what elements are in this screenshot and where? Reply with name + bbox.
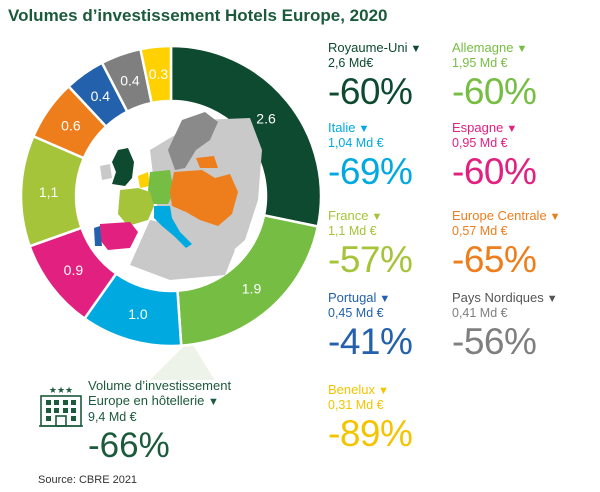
- map-portugal: [94, 226, 102, 246]
- slice-label-allemagne: 1.9: [242, 280, 262, 296]
- country-value: 0,31 Md €: [328, 398, 384, 412]
- map-land-south: [130, 220, 235, 280]
- map-espagne: [100, 222, 138, 250]
- country-name-text: France: [328, 208, 369, 223]
- country-name-text: Italie: [328, 120, 356, 135]
- map-allemagne: [148, 170, 174, 204]
- donut-chart: 2.6 1.9 1.0 0.9 1,1 0.6 0.4 0.4 0.3: [19, 44, 320, 380]
- country-value: 2,6 Md€: [328, 56, 374, 70]
- slice-label-france: 0.6: [61, 117, 81, 133]
- map-italie: [154, 206, 192, 248]
- country-name: Pays Nordiques ▼: [452, 290, 592, 305]
- slice-labels: 2.6 1.9 1.0 0.9 1,1 0.6 0.4 0.4 0.3: [39, 66, 276, 322]
- down-triangle-icon: ▼: [516, 43, 528, 55]
- country-name: Italie ▼: [328, 120, 468, 135]
- down-triangle-icon: ▼: [377, 385, 389, 397]
- country-france: France ▼ 1,1 Md € -57%: [328, 208, 468, 281]
- country-pct: -41%: [328, 321, 413, 362]
- country-value: 1,95 Md €: [452, 56, 508, 70]
- down-triangle-icon: ▼: [207, 396, 219, 408]
- hotel-icon: ★★★: [39, 386, 83, 427]
- down-triangle-icon: ▼: [549, 211, 561, 223]
- country-name-text: Portugal: [328, 290, 377, 305]
- country-pct: -69%: [328, 151, 413, 192]
- country-value: 0,95 Md €: [452, 136, 508, 150]
- slice-label-europe-centrale: 0.4: [91, 88, 111, 104]
- slice-label-royaume-uni: 2.6: [256, 111, 276, 127]
- country-name: Allemagne ▼: [452, 40, 592, 55]
- country-pct: -89%: [328, 413, 413, 454]
- country-name: Portugal ▼: [328, 290, 468, 305]
- country-espagne: Espagne ▼ 0,95 Md € -60%: [452, 120, 592, 193]
- svg-text:★★★: ★★★: [49, 386, 73, 396]
- country-name-text: Royaume-Uni: [328, 40, 408, 55]
- down-triangle-icon: ▼: [546, 293, 558, 305]
- country-name: Benelux ▼: [328, 382, 468, 397]
- country-royaume-uni: Royaume-Uni ▼ 2,6 Md€ -60%: [328, 40, 468, 113]
- country-portugal: Portugal ▼ 0,45 Md € -41%: [328, 290, 468, 363]
- map-benelux: [138, 172, 150, 188]
- country-value: 0,57 Md €: [452, 224, 508, 238]
- country-name-text: Benelux: [328, 382, 375, 397]
- total-block: Volume d’investissement Europe en hôtell…: [88, 378, 288, 466]
- country-name: Europe Centrale ▼: [452, 208, 592, 223]
- map-europe-centrale: [170, 170, 238, 226]
- country-pays-nordiques: Pays Nordiques ▼ 0,41 Md € -56%: [452, 290, 592, 363]
- slice-label-italie: 0.9: [64, 262, 84, 278]
- total-value: 9,4 Md €: [88, 410, 137, 424]
- total-callout-wedge: [150, 340, 215, 380]
- source-note: Source: CBRE 2021: [38, 474, 138, 486]
- country-name: Royaume-Uni ▼: [328, 40, 468, 55]
- total-label-line1: Volume d’investissement: [88, 378, 232, 393]
- down-triangle-icon: ▼: [506, 123, 518, 135]
- slice-label-espagne: 1,1: [39, 184, 59, 200]
- country-pct: -56%: [452, 321, 537, 362]
- country-allemagne: Allemagne ▼ 1,95 Md € -60%: [452, 40, 592, 113]
- map-irlande: [100, 164, 112, 180]
- country-pct: -60%: [452, 151, 537, 192]
- country-name-text: Europe Centrale: [452, 208, 547, 223]
- country-pct: -57%: [328, 239, 413, 280]
- down-triangle-icon: ▼: [358, 123, 370, 135]
- chart-title: Volumes d’investissement Hotels Europe, …: [8, 6, 388, 25]
- total-pct: -66%: [88, 426, 170, 465]
- donut-slices: [19, 44, 320, 348]
- country-value: 0,41 Md €: [452, 306, 508, 320]
- country-pct: -60%: [328, 71, 413, 112]
- country-pct: -65%: [452, 239, 537, 280]
- slice-label-pays-nordiques: 0.3: [149, 66, 169, 82]
- down-triangle-icon: ▼: [410, 43, 422, 55]
- country-name: Espagne ▼: [452, 120, 592, 135]
- slice-label-portugal: 0.4: [120, 73, 140, 89]
- country-name-text: Allemagne: [452, 40, 514, 55]
- map-royaume-uni: [112, 148, 134, 186]
- slice-label-benelux: 1.0: [128, 306, 148, 322]
- map-france: [118, 188, 154, 226]
- country-name: France ▼: [328, 208, 468, 223]
- down-triangle-icon: ▼: [371, 211, 383, 223]
- country-italie: Italie ▼ 1,04 Md € -69%: [328, 120, 468, 193]
- slice-pays-nordiques: [139, 44, 173, 105]
- total-label-line2: Europe en hôtellerie ▼: [88, 393, 219, 408]
- country-name-text: Espagne: [452, 120, 504, 135]
- country-pct: -60%: [452, 71, 537, 112]
- country-europe-centrale: Europe Centrale ▼ 0,57 Md € -65%: [452, 208, 592, 281]
- map-nordiques: [168, 112, 218, 170]
- europe-map: [77, 102, 265, 290]
- country-value: 1,1 Md €: [328, 224, 377, 238]
- country-benelux: Benelux ▼ 0,31 Md € -89%: [328, 382, 468, 455]
- down-triangle-icon: ▼: [379, 293, 391, 305]
- country-name-text: Pays Nordiques: [452, 290, 544, 305]
- country-value: 0,45 Md €: [328, 306, 384, 320]
- country-value: 1,04 Md €: [328, 136, 384, 150]
- map-europe-centrale-north: [196, 156, 218, 168]
